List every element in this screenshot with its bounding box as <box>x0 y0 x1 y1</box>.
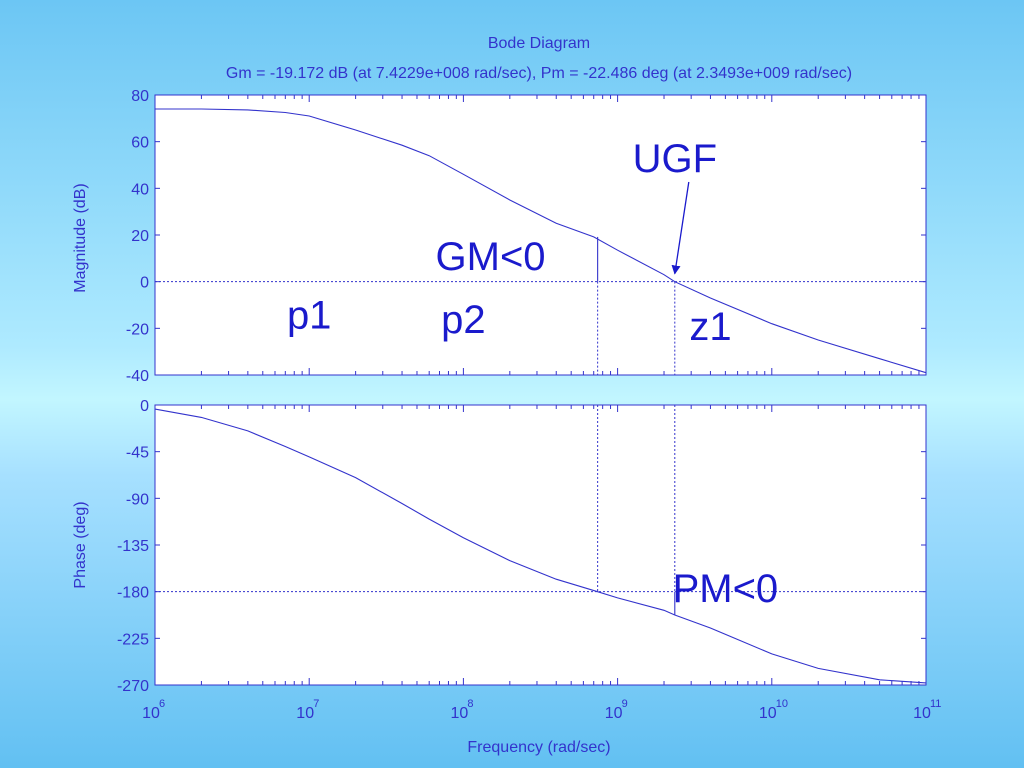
magnitude-y-tick-label: 80 <box>131 88 149 105</box>
magnitude-panel: Magnitude (dB) 80 60 40 20 0 -20 -40 UGF GM<0 p1 p… <box>72 88 927 385</box>
phase-panel: Phase (deg) 0 -45 -90 -135 -180 -225 -270 PM<0 <box>72 398 927 695</box>
phase-y-tick-label: -90 <box>126 491 149 508</box>
magnitude-curve <box>155 108 927 374</box>
phase-y-tick-label: -135 <box>117 538 149 555</box>
x-tick-label: 10 <box>605 705 623 722</box>
phase-y-tick-label: -180 <box>117 585 149 602</box>
magnitude-y-axis-label: Magnitude (dB) <box>72 183 89 292</box>
x-tick-label: 10 <box>451 705 469 722</box>
x-tick-exponent: 9 <box>622 698 628 710</box>
magnitude-y-tick-label: 60 <box>131 135 149 152</box>
magnitude-y-tick-label: 20 <box>131 228 149 245</box>
magnitude-y-tick-label: 0 <box>140 275 149 292</box>
x-tick-label: 10 <box>142 705 160 722</box>
annotation-pm-0: PM<0 <box>673 567 779 611</box>
magnitude-y-tick-label: -20 <box>126 321 149 338</box>
phase-y-tick-label: -225 <box>117 631 149 648</box>
annotation-p2: p2 <box>441 298 486 342</box>
chart-subtitle: Gm = -19.172 dB (at 7.4229e+008 rad/sec)… <box>226 65 852 82</box>
x-tick-label: 10 <box>913 705 931 722</box>
x-tick-exponent: 8 <box>467 698 473 710</box>
annotation-gm-0: GM<0 <box>436 235 546 279</box>
x-tick-label: 10 <box>759 705 777 722</box>
x-tick-exponent: 6 <box>159 698 165 710</box>
ugf-arrow <box>671 181 690 275</box>
magnitude-y-tick-label: 40 <box>131 181 149 198</box>
annotation-p1: p1 <box>287 293 332 337</box>
phase-y-axis-label: Phase (deg) <box>72 501 89 588</box>
x-tick-exponent: 11 <box>930 698 941 710</box>
phase-y-tick-label: -270 <box>117 678 149 695</box>
phase-curve <box>154 408 927 684</box>
annotation-ugf: UGF <box>633 137 717 181</box>
x-axis-label: Frequency (rad/sec) <box>467 739 610 756</box>
chart-title: Bode Diagram <box>488 35 590 52</box>
x-tick-exponent: 10 <box>776 698 788 710</box>
magnitude-y-tick-label: -40 <box>126 368 149 385</box>
x-tick-exponent: 7 <box>313 698 319 710</box>
x-tick-label: 10 <box>296 705 314 722</box>
phase-plot-area <box>154 404 927 686</box>
annotation-z1: z1 <box>689 305 731 349</box>
phase-y-tick-label: -45 <box>126 445 149 462</box>
phase-y-tick-label: 0 <box>140 398 149 415</box>
magnitude-plot-area <box>154 94 927 376</box>
